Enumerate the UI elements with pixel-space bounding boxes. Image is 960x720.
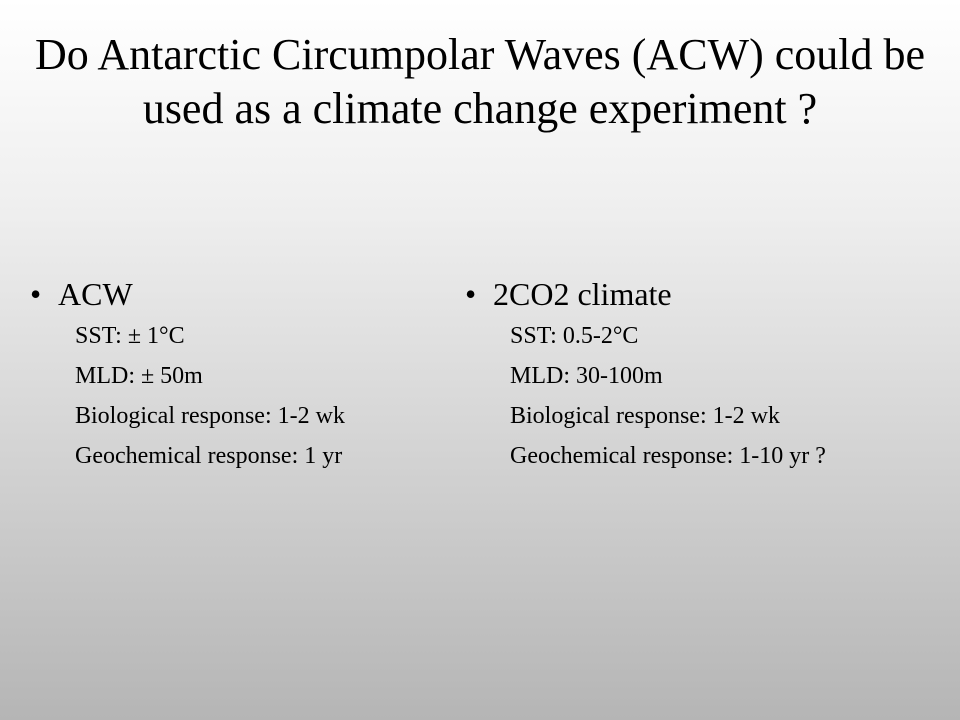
bullet-item: Biological response: 1-2 wk — [75, 403, 345, 429]
bullet-item: Geochemical response: 1-10 yr ? — [510, 443, 826, 469]
bullet-item: MLD: ± 50m — [75, 363, 203, 389]
bullet-item: SST: 0.5-2°C — [510, 323, 639, 349]
bullet-heading: ACW — [30, 272, 345, 316]
bullet-heading: 2CO2 climate — [465, 272, 826, 316]
bullet-item: SST: ± 1°C — [75, 323, 185, 349]
bullet-item: Geochemical response: 1 yr — [75, 443, 343, 469]
column: ACW SST: ± 1°C MLD: ± 50m Biological res… — [30, 272, 345, 476]
column: 2CO2 climate SST: 0.5-2°C MLD: 30-100m B… — [465, 272, 826, 476]
bullet-item: Biological response: 1-2 wk — [510, 403, 780, 429]
bullet-item: MLD: 30-100m — [510, 363, 663, 389]
slide-title: Do Antarctic Circumpolar Waves (ACW) cou… — [34, 30, 926, 133]
